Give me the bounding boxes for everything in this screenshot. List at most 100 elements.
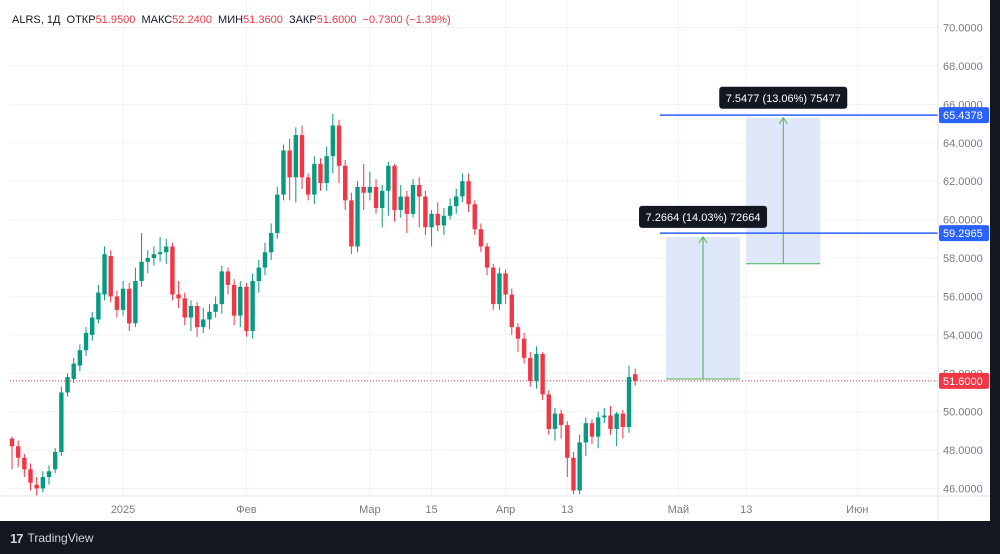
candle-body (312, 163, 317, 195)
time-axis-tick-label: 2025 (111, 504, 135, 516)
level-price-tag-bg (939, 107, 989, 124)
candle-body (256, 267, 261, 282)
candle (540, 352, 545, 401)
candle-body (614, 413, 619, 429)
candle (336, 119, 342, 184)
candle (632, 368, 638, 386)
candle (275, 186, 280, 239)
price-axis: 70.000068.000066.000064.000062.000060.00… (943, 23, 983, 496)
candle-body (509, 294, 514, 328)
candle-body (83, 332, 89, 351)
candle (201, 307, 206, 333)
candle (164, 238, 169, 264)
candle-body (120, 288, 126, 310)
candle (250, 273, 255, 339)
candle (52, 448, 58, 474)
candle-body (423, 196, 428, 228)
candle-body (281, 150, 286, 195)
candle-body (577, 442, 582, 491)
candle (441, 208, 447, 235)
tradingview-branding[interactable]: 17 TradingView (0, 522, 1000, 554)
candle (484, 242, 490, 276)
candle-body (305, 177, 311, 195)
candle (256, 259, 261, 293)
candle (299, 125, 305, 189)
price-axis-tick-label: 48.0000 (943, 445, 983, 457)
candle-body (275, 194, 280, 234)
candle (231, 279, 237, 326)
candle (398, 185, 403, 218)
candle-body (503, 273, 508, 295)
candle-body (213, 304, 218, 312)
candle (207, 304, 212, 330)
candle-body (151, 254, 157, 258)
candle-body (15, 446, 21, 458)
price-axis-tick-label: 46.0000 (943, 484, 983, 496)
candle (114, 290, 120, 318)
range-measure (666, 235, 741, 380)
candle (491, 263, 496, 310)
candle (96, 284, 101, 324)
candle (238, 281, 243, 328)
candle (281, 144, 286, 201)
price-axis-tick-label: 70.0000 (943, 23, 983, 35)
candle (9, 436, 15, 470)
candle-body (565, 425, 570, 458)
candle-body (262, 252, 268, 268)
candle-body (380, 190, 385, 209)
time-axis-tick-label: Фев (236, 504, 256, 516)
candle-body (219, 271, 224, 305)
ohlc-legend-part: МИН (218, 14, 243, 26)
ohlc-legend-part: МАКС (141, 14, 172, 26)
candle (15, 440, 21, 468)
candle-body (231, 284, 237, 316)
candle (219, 265, 224, 314)
range-measure-label-bg (639, 205, 768, 228)
candles (9, 113, 638, 497)
grid-lines (10, 0, 938, 496)
candle-body (207, 311, 212, 320)
price-axis-tick-label: 50.0000 (943, 407, 983, 419)
candle (59, 386, 64, 456)
ohlc-legend-part: ЗАКР (289, 14, 317, 26)
candle-body (324, 156, 329, 184)
candle-body (336, 125, 342, 166)
candle (133, 267, 138, 328)
candle-body (244, 286, 249, 331)
candle (213, 296, 218, 318)
price-axis-tick-label: 58.0000 (943, 253, 983, 265)
tradingview-name: TradingView (27, 531, 94, 545)
candle (528, 352, 533, 387)
candle (503, 269, 508, 305)
candle (410, 179, 416, 218)
candle-body (182, 298, 187, 318)
candle-body (602, 415, 607, 418)
candle (349, 192, 354, 255)
price-axis-tick-label: 62.0000 (943, 176, 983, 188)
candle (318, 158, 323, 191)
candle-body (139, 261, 144, 282)
level-price-tag: 59.2965 (939, 225, 989, 242)
candle (423, 190, 428, 235)
candle (602, 407, 607, 424)
candle-body (608, 415, 613, 429)
candle (324, 146, 329, 191)
candle-body (52, 452, 58, 470)
candle-body (71, 363, 76, 380)
candle (145, 250, 150, 274)
candle (244, 282, 249, 337)
candle (608, 405, 613, 435)
candle (157, 236, 163, 262)
candle (182, 292, 187, 326)
candle (466, 173, 471, 212)
range-measure-label: 7.2664 (14.03%) 72664 (639, 205, 768, 228)
candle (293, 127, 299, 203)
candle (188, 300, 194, 331)
candle-body (441, 215, 447, 226)
candle (626, 365, 632, 433)
price-axis-tick-label: 68.0000 (943, 61, 983, 73)
candle (558, 409, 564, 439)
candle-body (466, 181, 471, 205)
candle-body (46, 471, 52, 477)
